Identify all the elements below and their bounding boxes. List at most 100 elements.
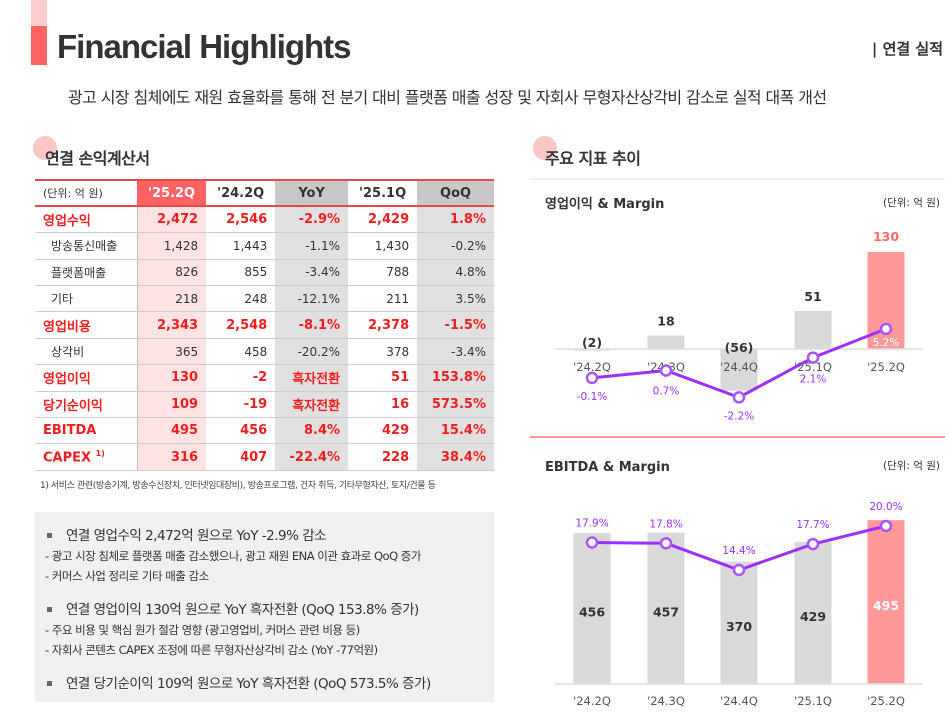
summary-headline: 연결 당기순이익 109억 원으로 YoY 흑자전환 (QoQ 573.5% 증… bbox=[47, 672, 482, 692]
x-tick-label: '25.1Q bbox=[794, 694, 832, 708]
row-label-text: 플랫폼매출 bbox=[51, 265, 107, 280]
x-tick-label: '24.2Q bbox=[573, 360, 611, 374]
summary-detail: - 주요 비용 및 핵심 원가 절감 영향 (광고영업비, 커머스 관련 비용 … bbox=[45, 623, 360, 637]
margin-point bbox=[879, 519, 893, 533]
bar-value-label: 429 bbox=[800, 609, 826, 624]
table-cell: 38.4% bbox=[417, 443, 494, 471]
table-cell: 2,472 bbox=[137, 206, 207, 234]
table-row: 플랫폼매출 826 855 -3.4% 788 4.8% bbox=[35, 259, 494, 287]
bar-value-label: 51 bbox=[804, 289, 821, 304]
summary-box: 연결 영업수익 2,472억 원으로 YoY -2.9% 감소 - 광고 시장 침… bbox=[35, 512, 494, 702]
bar bbox=[647, 532, 685, 684]
summary-headline-text: 연결 당기순이익 109억 원으로 YoY 흑자전환 (QoQ 573.5% 증… bbox=[66, 676, 431, 692]
x-tick-label: '24.4Q bbox=[720, 694, 758, 708]
row-label-text: 기타 bbox=[51, 292, 74, 307]
table-cell: 1,443 bbox=[206, 232, 276, 260]
bar-value-label: 457 bbox=[653, 604, 679, 619]
summary-detail: - 광고 시장 침체로 플랫폼 매출 감소했으나, 광고 재원 ENA 이관 효… bbox=[45, 549, 421, 563]
row-label: 플랫폼매출 bbox=[35, 259, 138, 287]
margin-label: 5.2% bbox=[873, 337, 900, 349]
table-row: 당기순이익 109 -19 흑자전환 16 573.5% bbox=[35, 391, 494, 419]
row-label: 기타 bbox=[35, 285, 138, 313]
bar bbox=[794, 310, 832, 349]
table-cell: 855 bbox=[206, 259, 276, 287]
table-row: 방송통신매출 1,428 1,443 -1.1% 1,430 -0.2% bbox=[35, 232, 494, 260]
margin-label: -2.2% bbox=[724, 410, 754, 422]
bar-value-label: (56) bbox=[725, 340, 754, 355]
row-label: 영업이익 bbox=[35, 364, 138, 392]
section-dot-icon bbox=[533, 136, 557, 160]
margin-point bbox=[659, 537, 673, 550]
income-statement-table: (단위: 억 원) '25.2Q '24.2Q YoY '25.1Q QoQ 영업수익 2,… bbox=[35, 179, 494, 471]
footnote-marker: 1) bbox=[95, 448, 105, 458]
chart-unit: (단위: 억 원) bbox=[883, 459, 940, 472]
table-cell: -19 bbox=[206, 391, 276, 419]
table-cell: -2.9% bbox=[275, 206, 349, 234]
table-cell: 15.4% bbox=[417, 417, 494, 445]
table-cell: 407 bbox=[206, 443, 276, 471]
table-cell: -12.1% bbox=[275, 285, 349, 313]
bar bbox=[573, 533, 611, 684]
x-tick-label: '25.2Q bbox=[867, 694, 905, 708]
row-label-text: 영업비용 bbox=[43, 319, 91, 335]
table-cell: -1.5% bbox=[417, 311, 494, 339]
margin-label: 17.9% bbox=[575, 518, 608, 530]
table-cell: 458 bbox=[206, 338, 276, 366]
chart-unit: (단위: 억 원) bbox=[883, 196, 940, 209]
column-header: (단위: 억 원) bbox=[35, 180, 137, 208]
table-row: 상각비 365 458 -20.2% 378 -3.4% bbox=[35, 338, 494, 366]
row-label-text: 영업수익 bbox=[43, 214, 91, 230]
table-cell: -3.4% bbox=[417, 338, 494, 366]
table-cell: 흑자전환 bbox=[275, 364, 349, 392]
accent-bar bbox=[31, 26, 47, 65]
table-cell: -0.2% bbox=[417, 232, 494, 260]
income-statement-title: 연결 손익계산서 bbox=[45, 149, 150, 168]
margin-point bbox=[806, 351, 820, 364]
row-label: 방송통신매출 bbox=[35, 232, 138, 260]
bar-value-label: 456 bbox=[579, 605, 605, 620]
section-tag: | 연결 실적 bbox=[871, 40, 943, 58]
page-subtitle: 광고 시장 침체에도 재원 효율화를 통해 전 분기 대비 플랫폼 매출 성장 … bbox=[68, 88, 827, 107]
column-header: '25.2Q bbox=[137, 180, 207, 208]
summary-headline-text: 연결 영업수익 2,472억 원으로 YoY -2.9% 감소 bbox=[66, 528, 327, 544]
chart-title: EBITDA & Margin bbox=[545, 460, 670, 475]
table-cell: 495 bbox=[137, 417, 207, 445]
table-cell: 2,378 bbox=[348, 311, 418, 339]
table-cell: 218 bbox=[137, 285, 207, 313]
footnote: 1) 서비스 관련(방송기계, 방송수신장치, 인터넷임대장비), 방송프로그램… bbox=[40, 481, 436, 491]
table-cell: 826 bbox=[137, 259, 207, 287]
bar bbox=[867, 520, 905, 684]
x-tick-label: '24.3Q bbox=[647, 694, 685, 708]
margin-label: 0.7% bbox=[653, 386, 680, 398]
table-cell: 16 bbox=[348, 391, 418, 419]
table-cell: 153.8% bbox=[417, 364, 494, 392]
trends-title: 주요 지표 추이 bbox=[545, 149, 641, 168]
x-tick-label: '24.4Q bbox=[720, 360, 758, 374]
page-title: Financial Highlights bbox=[57, 28, 352, 65]
table-cell: 456 bbox=[206, 417, 276, 445]
table-cell: 2,343 bbox=[137, 311, 207, 339]
table-cell: 248 bbox=[206, 285, 276, 313]
table-cell: -20.2% bbox=[275, 338, 349, 366]
table-cell: 378 bbox=[348, 338, 418, 366]
table-cell: 316 bbox=[137, 443, 207, 471]
margin-label: 17.7% bbox=[796, 519, 829, 531]
table-cell: 1.8% bbox=[417, 206, 494, 234]
column-header: YoY bbox=[275, 180, 349, 208]
margin-label: -0.1% bbox=[577, 391, 607, 403]
margin-label: 2.1% bbox=[800, 374, 827, 386]
bar-value-label: 370 bbox=[726, 619, 752, 634]
table-cell: 211 bbox=[348, 285, 418, 313]
bar-value-label: 18 bbox=[657, 314, 674, 329]
row-label: 영업비용 bbox=[35, 311, 138, 339]
margin-point bbox=[732, 563, 746, 577]
x-tick-label: '25.2Q bbox=[867, 360, 905, 374]
table-cell: -1.1% bbox=[275, 232, 349, 260]
table-cell: 109 bbox=[137, 391, 207, 419]
table-row: 영업이익 130 -2 흑자전환 51 153.8% bbox=[35, 364, 494, 392]
column-header: '25.1Q bbox=[348, 180, 418, 208]
row-label: 상각비 bbox=[35, 338, 138, 366]
row-label-text: 상각비 bbox=[51, 345, 85, 360]
table-cell: -22.4% bbox=[275, 443, 349, 471]
